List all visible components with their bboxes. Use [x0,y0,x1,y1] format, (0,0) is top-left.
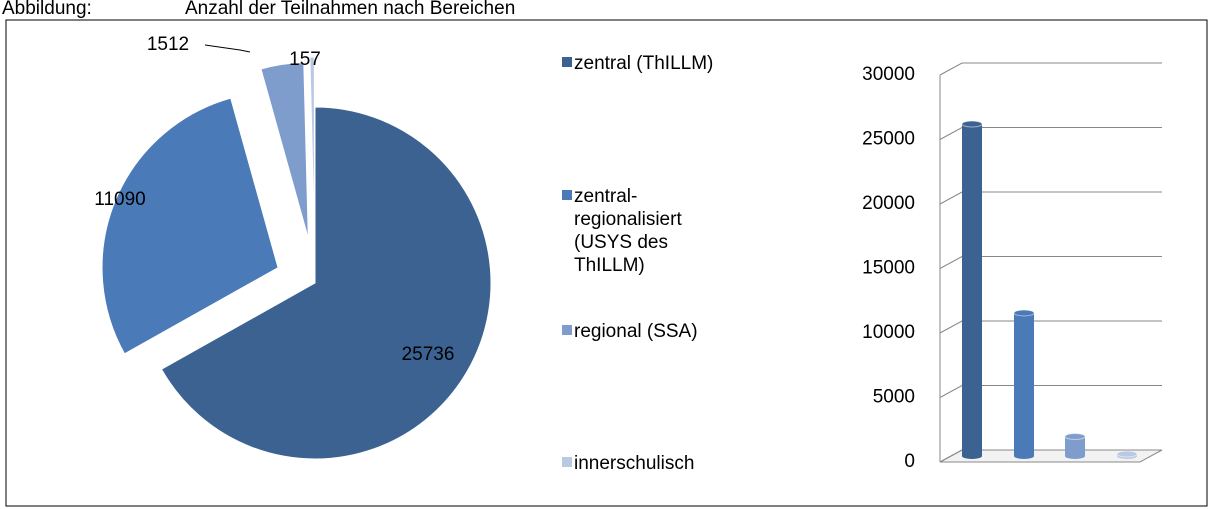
pie-slice [309,56,315,234]
legend-entry: zentral-regionalisiert (USYS des ThILLM) [562,185,722,277]
bar-part [1064,432,1086,440]
grid-line [939,62,1162,76]
legend-swatch [562,457,572,467]
y-tick-label: 20000 [862,193,915,214]
bar-part [1065,436,1085,456]
bar [1064,432,1086,459]
bar-part [1014,312,1034,456]
data-label: 157 [289,49,321,70]
frame [5,19,1208,507]
legend-swatch [562,57,572,67]
legend-label: zentral-regionalisiert (USYS des ThILLM) [574,186,682,276]
data-label: 25736 [402,344,455,365]
data-label: 1512 [147,34,189,55]
bar [1116,450,1138,459]
y-tick-label: 10000 [862,322,915,343]
bar [961,120,983,459]
y-tick-label: 5000 [873,387,915,408]
pie-slice [260,62,309,239]
leader-line [204,44,251,53]
legend-label: zentral (ThILLM) [574,53,714,74]
legend-entry: innerschulisch [562,452,722,475]
legend-entry: zentral (ThILLM) [562,52,722,75]
bar-part [962,124,982,456]
y-tick-label: 0 [904,451,915,472]
bar-part [1116,450,1138,458]
figure-title: Anzahl der Teilnahmen nach Bereichen [185,0,515,19]
bar [1013,309,1035,459]
legend-label: innerschulisch [574,453,695,474]
y-tick-label: 30000 [862,64,915,85]
legend-swatch [562,325,572,335]
legend-label: regional (SSA) [574,321,698,342]
figure-label: Abbildung: [2,0,92,19]
bar-part [1013,309,1035,317]
y-tick-label: 25000 [862,129,915,150]
pie-slice [160,106,492,460]
bar-part [961,120,983,128]
legend-swatch [562,190,572,200]
y-tick-label: 15000 [862,258,915,279]
legend-entry: regional (SSA) [562,320,722,343]
pie-slice [101,97,279,355]
data-label: 11090 [94,189,145,210]
